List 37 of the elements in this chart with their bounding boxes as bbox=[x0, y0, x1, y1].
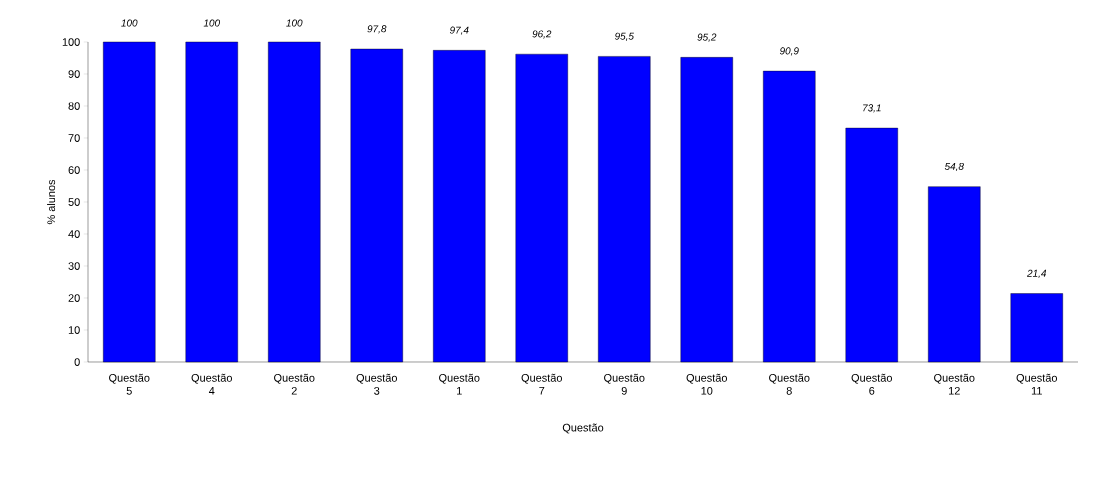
data-label: 21,4 bbox=[1027, 269, 1047, 279]
x-tick-label: Questão 9 bbox=[604, 373, 645, 395]
x-tick-label: Questão 1 bbox=[439, 373, 480, 395]
x-tick-label: Questão 2 bbox=[274, 373, 315, 395]
x-tick-label: Questão 5 bbox=[109, 373, 150, 395]
x-axis-title: Questão bbox=[562, 423, 604, 434]
data-label: 100 bbox=[121, 19, 138, 27]
y-tick-label: 70 bbox=[68, 134, 80, 142]
x-tick-label: Questão 7 bbox=[521, 373, 562, 395]
data-label: 95,2 bbox=[697, 33, 717, 42]
y-tick-label: 40 bbox=[68, 230, 80, 238]
y-tick-label: 100 bbox=[62, 38, 80, 46]
y-tick-label: 50 bbox=[68, 198, 80, 206]
y-tick-label: 90 bbox=[68, 70, 80, 78]
y-tick-label: 80 bbox=[68, 102, 80, 110]
x-tick-label: Questão 12 bbox=[934, 373, 975, 395]
y-tick-label: 60 bbox=[68, 166, 80, 174]
data-label: 97,8 bbox=[367, 25, 387, 34]
data-label: 97,4 bbox=[449, 26, 469, 35]
x-tick-label: Questão 6 bbox=[851, 373, 892, 395]
data-label: 100 bbox=[286, 19, 303, 27]
y-axis-title: % alunos bbox=[47, 179, 56, 225]
y-tick-label: 20 bbox=[68, 294, 80, 302]
x-tick-label: Questão 10 bbox=[686, 373, 727, 395]
data-label: 90,9 bbox=[779, 47, 799, 56]
x-tick-label: Questão 3 bbox=[356, 373, 397, 395]
x-tick-label: Questão 11 bbox=[1016, 373, 1057, 395]
data-label: 96,2 bbox=[532, 30, 552, 39]
y-tick-label: 0 bbox=[74, 358, 80, 366]
y-tick-label: 30 bbox=[68, 262, 80, 270]
y-tick-label: 10 bbox=[68, 326, 80, 334]
x-tick-label: Questão 8 bbox=[769, 373, 810, 395]
data-label: 54,8 bbox=[944, 162, 964, 172]
data-label: 95,5 bbox=[614, 32, 634, 41]
data-label: 100 bbox=[203, 19, 220, 27]
data-label: 73,1 bbox=[863, 104, 881, 113]
x-tick-label: Questão 4 bbox=[191, 373, 232, 395]
